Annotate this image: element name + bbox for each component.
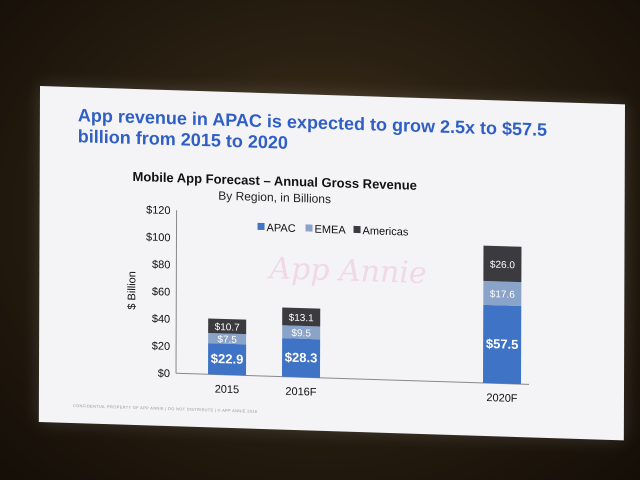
presentation-slide: App revenue in APAC is expected to grow … <box>38 86 625 441</box>
y-tick-label: $0 <box>158 368 170 380</box>
bar-segment-apac <box>208 343 247 376</box>
data-label: $28.3 <box>285 349 318 365</box>
x-tick-label: 2016F <box>285 386 317 399</box>
data-label: $10.7 <box>215 322 240 334</box>
y-tick-label: $80 <box>152 259 170 272</box>
bar-segment-emea <box>483 280 522 307</box>
y-tick-label: $20 <box>152 340 170 353</box>
legend-swatch <box>257 222 265 231</box>
stacked-bar-chart: $0 $20 $40 $60 $80 $100 $120 $ Billion $22.9 $7.5… <box>126 204 530 405</box>
bar-segment-apac <box>282 338 321 378</box>
legend-swatch <box>305 224 313 232</box>
data-label: $26.0 <box>490 259 515 271</box>
data-label: $17.6 <box>490 289 515 301</box>
bar-segment-apac <box>483 304 522 385</box>
data-label: $13.1 <box>289 313 314 325</box>
y-tick-label: $120 <box>146 204 171 217</box>
data-label: $22.9 <box>211 351 244 367</box>
bar-segment-americas <box>483 245 522 283</box>
legend-label: Americas <box>363 225 409 238</box>
data-label: $57.5 <box>486 336 519 352</box>
x-tick-label: 2015 <box>215 383 240 396</box>
legend-swatch <box>353 225 361 234</box>
x-tick-label: 2020F <box>486 392 518 405</box>
y-axis-line <box>175 210 178 374</box>
y-tick-label: $100 <box>146 232 171 245</box>
y-tick-label: $60 <box>152 286 170 299</box>
legend-label: EMEA <box>315 224 347 237</box>
bar-segment-emea <box>208 332 247 345</box>
y-axis-label: $ Billion <box>126 271 138 310</box>
bar-segment-americas <box>208 318 247 335</box>
bar-segment-americas <box>282 307 321 327</box>
bar-segment-emea <box>282 325 321 340</box>
y-tick-label: $40 <box>152 313 170 326</box>
data-label: $7.5 <box>217 334 237 346</box>
data-label: $9.5 <box>291 328 311 340</box>
legend-label: APAC <box>267 222 296 235</box>
